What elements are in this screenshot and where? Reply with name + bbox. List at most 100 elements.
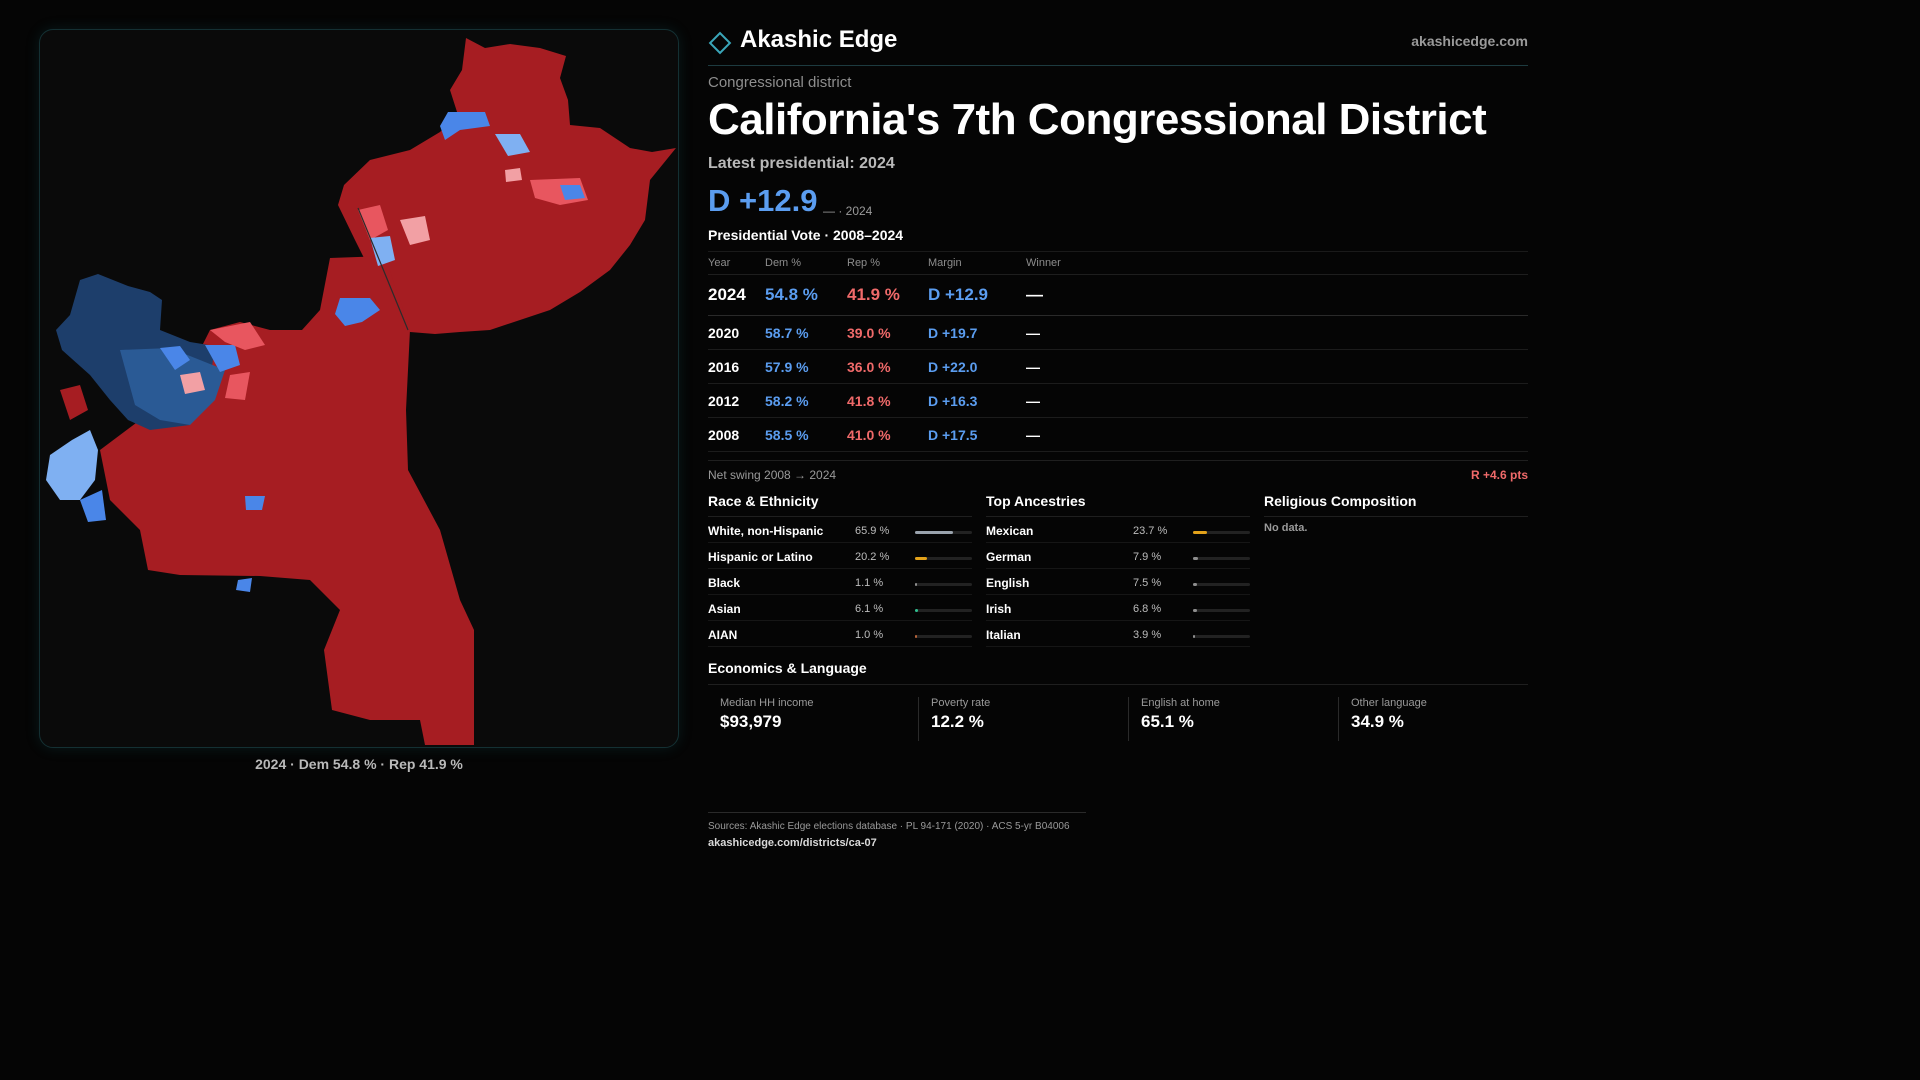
list-item: White, non-Hispanic 65.9 % xyxy=(708,517,972,543)
ancestry-title: Top Ancestries xyxy=(986,493,1086,509)
district-map[interactable] xyxy=(39,29,679,748)
item-label: Italian xyxy=(986,628,1021,642)
item-value: 7.9 % xyxy=(1133,551,1162,563)
list-item: Black 1.1 % xyxy=(708,569,972,595)
col-margin: Margin xyxy=(928,257,962,269)
share-bar-fill xyxy=(915,531,953,534)
share-bar xyxy=(1193,531,1250,534)
list-item: English 7.5 % xyxy=(986,569,1250,595)
district-url-link[interactable]: akashicedge.com/districts/ca-07 xyxy=(708,837,877,849)
row-margin: D +19.7 xyxy=(928,325,978,341)
share-bar-fill xyxy=(1193,583,1198,586)
diamond-outline-icon xyxy=(708,31,732,55)
list-item: Asian 6.1 % xyxy=(708,595,972,621)
stat-median-income: Median HH income $93,979 xyxy=(708,697,918,741)
religion-empty: No data. xyxy=(1264,522,1308,534)
table-row: 2020 58.7 % 39.0 % D +19.7 — xyxy=(708,316,1528,350)
map-region-northeast xyxy=(338,38,676,334)
stat-poverty-rate: Poverty rate 12.2 % xyxy=(918,697,1128,741)
list-item: Mexican 23.7 % xyxy=(986,517,1250,543)
item-label: White, non-Hispanic xyxy=(708,524,824,538)
stat-label: Other language xyxy=(1351,697,1427,709)
net-swing-label: Net swing 2008 → 2024 xyxy=(708,468,837,482)
page-kicker: Congressional district xyxy=(708,74,852,91)
row-winner: — xyxy=(1026,393,1040,409)
religion-divider xyxy=(1264,516,1528,517)
item-value: 6.8 % xyxy=(1133,603,1162,615)
presidential-vote-table: Year Dem % Rep % Margin Winner 2024 54.8… xyxy=(708,251,1528,452)
race-title: Race & Ethnicity xyxy=(708,493,819,509)
share-bar xyxy=(915,583,972,586)
col-year: Year xyxy=(708,257,731,269)
table-row: 2008 58.5 % 41.0 % D +17.5 — xyxy=(708,418,1528,452)
share-bar xyxy=(915,609,972,612)
row-rep: 41.9 % xyxy=(847,285,900,304)
item-value: 1.0 % xyxy=(855,629,884,641)
ancestry-list: Mexican 23.7 % German 7.9 % English 7.5 … xyxy=(986,516,1250,647)
share-bar-fill xyxy=(915,557,927,560)
share-bar-fill xyxy=(915,609,919,612)
map-caption: 2024 · Dem 54.8 % · Rep 41.9 % xyxy=(255,756,463,772)
item-value: 20.2 % xyxy=(855,551,890,563)
share-bar xyxy=(1193,583,1250,586)
item-label: Irish xyxy=(986,602,1012,616)
item-label: AIAN xyxy=(708,628,738,642)
list-item: Irish 6.8 % xyxy=(986,595,1250,621)
row-year: 2008 xyxy=(708,427,740,443)
list-item: Italian 3.9 % xyxy=(986,621,1250,647)
item-label: Black xyxy=(708,576,741,590)
row-dem: 54.8 % xyxy=(765,285,818,304)
net-swing-value: R +4.6 pts xyxy=(1470,468,1528,482)
list-item: German 7.9 % xyxy=(986,543,1250,569)
presidential-vote-title: Presidential Vote · 2008–2024 xyxy=(708,227,904,243)
share-bar-fill xyxy=(1193,635,1196,638)
row-dem: 58.7 % xyxy=(765,325,809,341)
precinct-map xyxy=(46,38,676,745)
row-year: 2024 xyxy=(708,285,746,304)
stat-value: 12.2 % xyxy=(931,712,984,731)
row-winner: — xyxy=(1026,427,1040,443)
stat-other-language: Other language 34.9 % xyxy=(1338,697,1528,741)
table-row: 2016 57.9 % 36.0 % D +22.0 — xyxy=(708,350,1528,384)
item-value: 3.9 % xyxy=(1133,629,1162,641)
col-winner: Winner xyxy=(1026,257,1061,269)
row-rep: 41.8 % xyxy=(847,393,891,409)
item-label: English xyxy=(986,576,1030,590)
col-rep: Rep % xyxy=(847,257,881,269)
race-list: White, non-Hispanic 65.9 % Hispanic or L… xyxy=(708,516,972,647)
share-bar-fill xyxy=(915,635,917,638)
share-bar xyxy=(1193,557,1250,560)
share-bar-fill xyxy=(1193,531,1207,534)
row-rep: 39.0 % xyxy=(847,325,891,341)
share-bar xyxy=(915,557,972,560)
row-margin: D +16.3 xyxy=(928,393,978,409)
item-value: 6.1 % xyxy=(855,603,884,615)
row-rep: 36.0 % xyxy=(847,359,891,375)
stat-english-at-home: English at home 65.1 % xyxy=(1128,697,1338,741)
item-value: 65.9 % xyxy=(855,525,890,537)
table-header: Year Dem % Rep % Margin Winner xyxy=(708,251,1528,275)
row-margin: D +12.9 xyxy=(928,285,989,304)
item-label: German xyxy=(986,550,1032,564)
latest-presidential-label: Latest presidential: 2024 xyxy=(708,155,895,172)
share-bar xyxy=(1193,635,1250,638)
row-margin: D +22.0 xyxy=(928,359,978,375)
row-dem: 58.2 % xyxy=(765,393,809,409)
site-link[interactable]: akashicedge.com xyxy=(1411,33,1528,49)
stat-label: English at home xyxy=(1141,697,1220,709)
brand[interactable]: Akashic Edge xyxy=(708,26,898,55)
row-year: 2012 xyxy=(708,393,740,409)
share-bar-fill xyxy=(1193,557,1198,560)
item-label: Mexican xyxy=(986,524,1034,538)
sources-note: Sources: Akashic Edge elections database… xyxy=(708,821,1070,832)
row-dem: 58.5 % xyxy=(765,427,809,443)
swing-divider xyxy=(708,460,1528,461)
row-year: 2016 xyxy=(708,359,740,375)
item-value: 1.1 % xyxy=(855,577,884,589)
row-winner: — xyxy=(1026,359,1040,375)
latest-margin: D +12.9 xyxy=(708,183,818,218)
footer-divider xyxy=(708,812,1086,813)
row-winner: — xyxy=(1026,325,1040,341)
header-divider xyxy=(708,65,1528,66)
brand-name: Akashic Edge xyxy=(740,26,898,53)
